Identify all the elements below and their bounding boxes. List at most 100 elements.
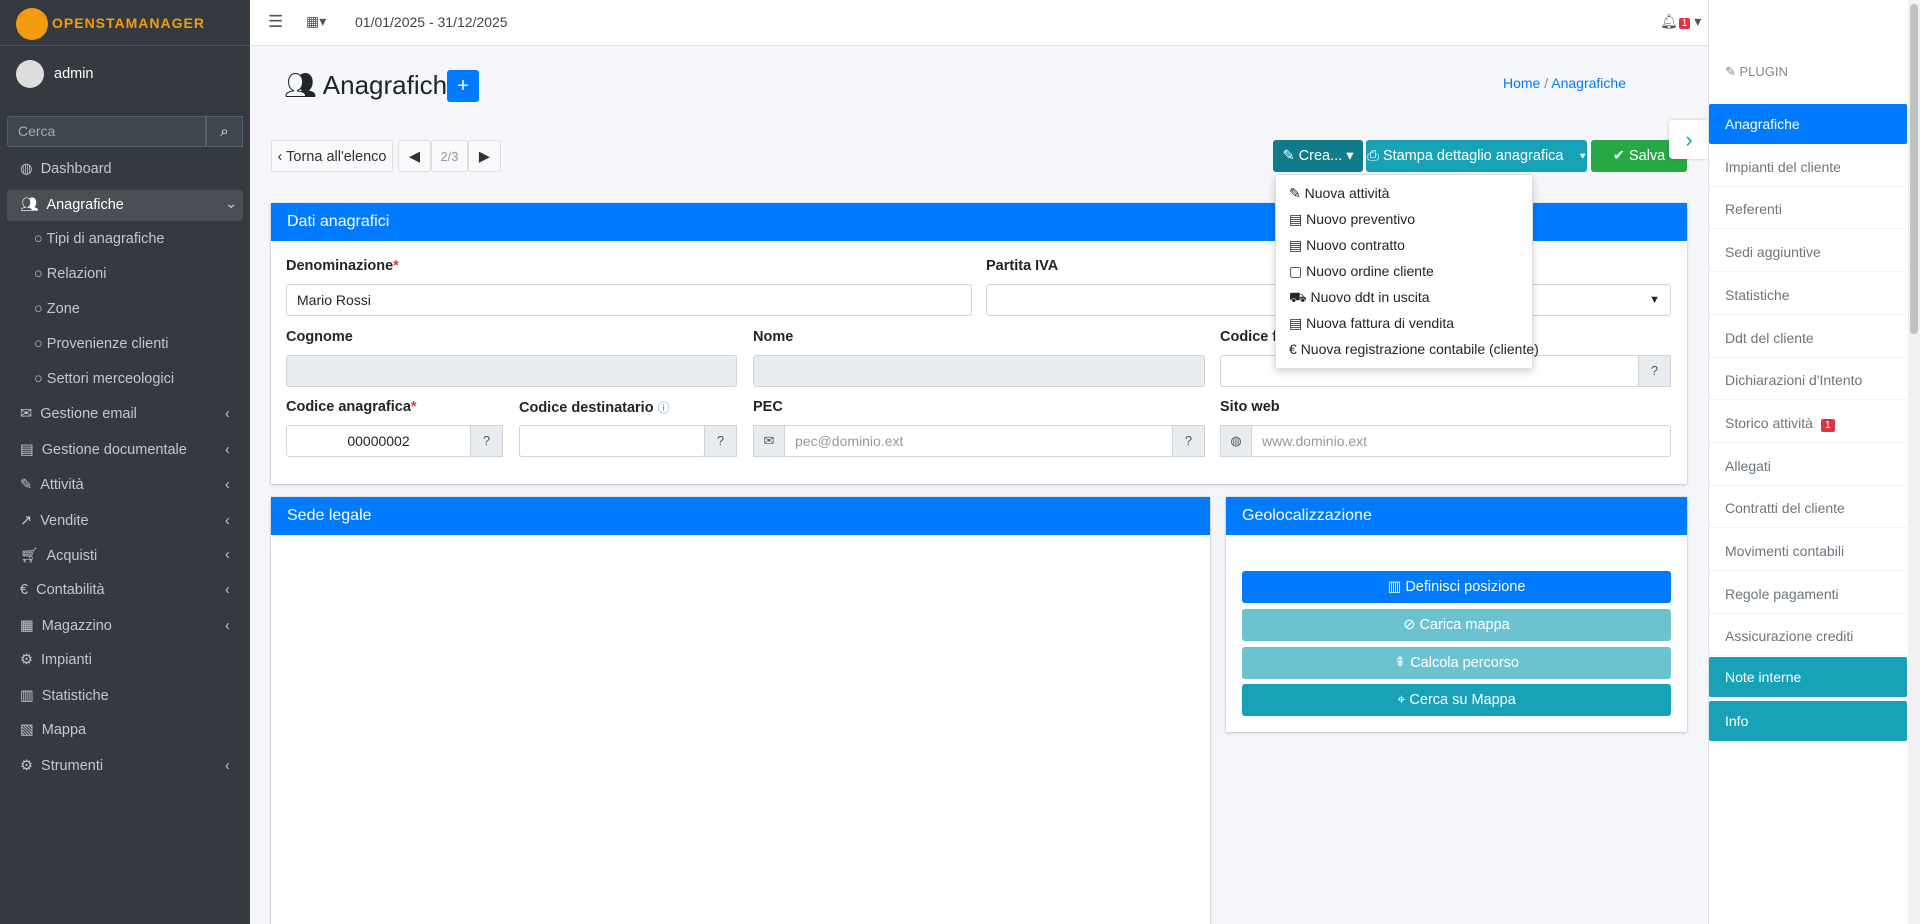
sidebar-item[interactable]: € Contabilità (20, 582, 105, 598)
save-label: Salva (1628, 148, 1666, 164)
menu-item[interactable]: ▢ Nuovo ordine cliente (1289, 263, 1434, 279)
sidebar-item[interactable]: ⚙ Strumenti (20, 758, 104, 774)
brand-logo (16, 8, 48, 40)
plugin-item[interactable]: Referenti (1709, 189, 1907, 230)
plugin-item[interactable]: Ddt del cliente (1709, 318, 1907, 358)
input[interactable]: Mario Rossi (286, 284, 972, 316)
menu-label: Nuova attività (1304, 185, 1390, 201)
plugin-item[interactable]: Movimenti contabili (1709, 531, 1907, 571)
field-label: Partita IVA (986, 258, 1058, 274)
input[interactable] (753, 355, 1205, 387)
input[interactable]: www.dominio.ext (1251, 425, 1671, 457)
input-addon[interactable]: ? (1172, 425, 1205, 457)
plugin-label: Sedi aggiuntive (1725, 244, 1821, 261)
brand[interactable]: OpenSTAManager (0, 0, 250, 46)
breadcrumb-current[interactable]: Anagrafiche (1551, 75, 1626, 91)
plugin-item[interactable]: Note interne (1709, 657, 1907, 698)
geo-button[interactable]: ⊘ Carica mappa (1242, 609, 1671, 641)
breadcrumb: Home / Anagrafiche (1503, 75, 1626, 91)
required-mark: * (393, 258, 399, 274)
sidebar-label: Impianti (41, 652, 92, 668)
plugin-item[interactable]: Contratti del cliente (1709, 488, 1907, 529)
menu-item[interactable]: ▤ Nuovo contratto (1289, 237, 1405, 253)
sidebar-item[interactable]: ✎ Attività (20, 477, 84, 493)
sidebar-subitem[interactable]: ○ Zone (34, 301, 80, 317)
sidebar-subitem[interactable]: ○ Tipi di anagrafiche (34, 231, 165, 247)
menu-item[interactable]: € Nuova registrazione contabile (cliente… (1289, 341, 1539, 357)
input[interactable]: pec@dominio.ext (784, 425, 1173, 457)
plugin-toggle[interactable]: › (1669, 120, 1709, 159)
plugin-item[interactable]: Info (1709, 700, 1907, 741)
plugin-item[interactable]: Sedi aggiuntive (1709, 232, 1907, 273)
sidebar-item[interactable]: ✉ Gestione email (20, 406, 137, 422)
card-header: Sede legale (271, 497, 1210, 535)
plugin-item[interactable]: Assicurazione crediti (1709, 616, 1907, 657)
next-button[interactable]: ▶ (468, 140, 501, 172)
search-button[interactable]: ⌕ (206, 116, 243, 147)
menu-item[interactable]: ⛟ Nuovo ddt in uscita (1289, 289, 1430, 305)
back-button[interactable]: ‹ Torna all'elenco (271, 140, 393, 172)
input-addon[interactable]: ? (1638, 355, 1671, 387)
input[interactable] (519, 425, 705, 457)
geo-label: Calcola percorso (1410, 655, 1519, 671)
input[interactable] (286, 355, 737, 387)
back-label: Torna all'elenco (286, 149, 387, 165)
field-label: Codice destinatario ⓘ (519, 399, 670, 416)
input-value: pec@dominio.ext (795, 433, 904, 449)
sidebar-item[interactable]: ↗ Vendite (20, 513, 89, 529)
geo-label: Cerca su Mappa (1409, 692, 1516, 708)
active-item (7, 190, 243, 221)
sidebar-label: Acquisti (46, 548, 98, 564)
input-addon[interactable]: ? (704, 425, 737, 457)
sidebar-subitem[interactable]: ○ Settori merceologici (34, 371, 175, 387)
input[interactable]: 00000002 (286, 425, 471, 457)
plugin-label: Statistiche (1725, 286, 1790, 303)
period[interactable]: 01/01/2025 - 31/12/2025 (355, 14, 508, 30)
create-button[interactable]: ✎ Crea... ▾ (1273, 140, 1363, 172)
menu-item[interactable]: ▤ Nuova fattura di vendita (1289, 315, 1454, 331)
sidebar-item[interactable]: ⚙ Impianti (20, 652, 92, 668)
menu-toggle[interactable]: ☰ (268, 12, 284, 31)
breadcrumb-link[interactable]: Home (1503, 75, 1541, 91)
plugin-item[interactable]: Regole pagamenti (1709, 574, 1907, 614)
sidebar-subitem[interactable]: ○ Relazioni (34, 266, 107, 282)
sidebar-label: Vendite (40, 513, 89, 529)
search-input[interactable]: Cerca (7, 116, 206, 147)
plugin-item[interactable]: Statistiche (1709, 275, 1907, 315)
geo-button[interactable]: ⇞ Calcola percorso (1242, 647, 1671, 679)
sidebar-item[interactable]: ▦ Magazzino (20, 618, 112, 634)
label-text: Sito web (1220, 399, 1280, 415)
sidebar-item[interactable]: ◍ Dashboard (20, 161, 112, 177)
plugin-item[interactable]: Dichiarazioni d'Intento (1709, 360, 1907, 401)
input-addon[interactable]: ? (470, 425, 503, 457)
plugin-item[interactable]: Anagrafiche (1709, 104, 1907, 144)
plugin-item[interactable]: Storico attività 1 (1709, 403, 1907, 443)
sidebar-item[interactable]: ▤ Gestione documentale (20, 442, 187, 458)
user-name[interactable]: admin (54, 66, 94, 82)
prev-button[interactable]: ◀ (398, 140, 431, 172)
sidebar-item[interactable]: 🛒︎ Acquisti (20, 548, 98, 564)
add-button[interactable]: + (447, 70, 479, 102)
plugin-label: Regole pagamenti (1725, 585, 1839, 602)
plugin-item[interactable]: Allegati (1709, 446, 1907, 486)
scroll-thumb[interactable] (1910, 4, 1918, 334)
brand-name: OpenSTAManager (52, 15, 205, 31)
notifications[interactable]: 🔔︎ 1 ▾ (1660, 13, 1702, 29)
page-title: 👥︎ Anagrafiche (284, 70, 462, 100)
sidebar-subitem[interactable]: ○ Provenienze clienti (34, 336, 169, 352)
print-button[interactable]: ⎙ Stampa dettaglio anagrafica ▾ (1366, 140, 1587, 172)
help-icon[interactable]: ⓘ (657, 401, 670, 415)
sidebar-arrow: ‹ (225, 477, 230, 493)
calendar-button[interactable]: ▦▾ (306, 13, 327, 29)
field-label: Codice anagrafica* (286, 399, 417, 415)
input-addon: ✉ (753, 425, 785, 457)
menu-item[interactable]: ✎ Nuova attività (1289, 185, 1390, 201)
sidebar-item[interactable]: 👥︎ Anagrafiche (20, 197, 124, 213)
geo-button[interactable]: ⌖ Cerca su Mappa (1242, 684, 1671, 716)
sidebar-item[interactable]: ▥ Statistiche (20, 688, 109, 704)
menu-item[interactable]: ▤ Nuovo preventivo (1289, 211, 1416, 227)
geo-button[interactable]: ▥ Definisci posizione (1242, 571, 1671, 603)
plugin-item[interactable]: Impianti del cliente (1709, 147, 1907, 187)
sidebar-item[interactable]: ▧ Mappa (20, 722, 87, 738)
